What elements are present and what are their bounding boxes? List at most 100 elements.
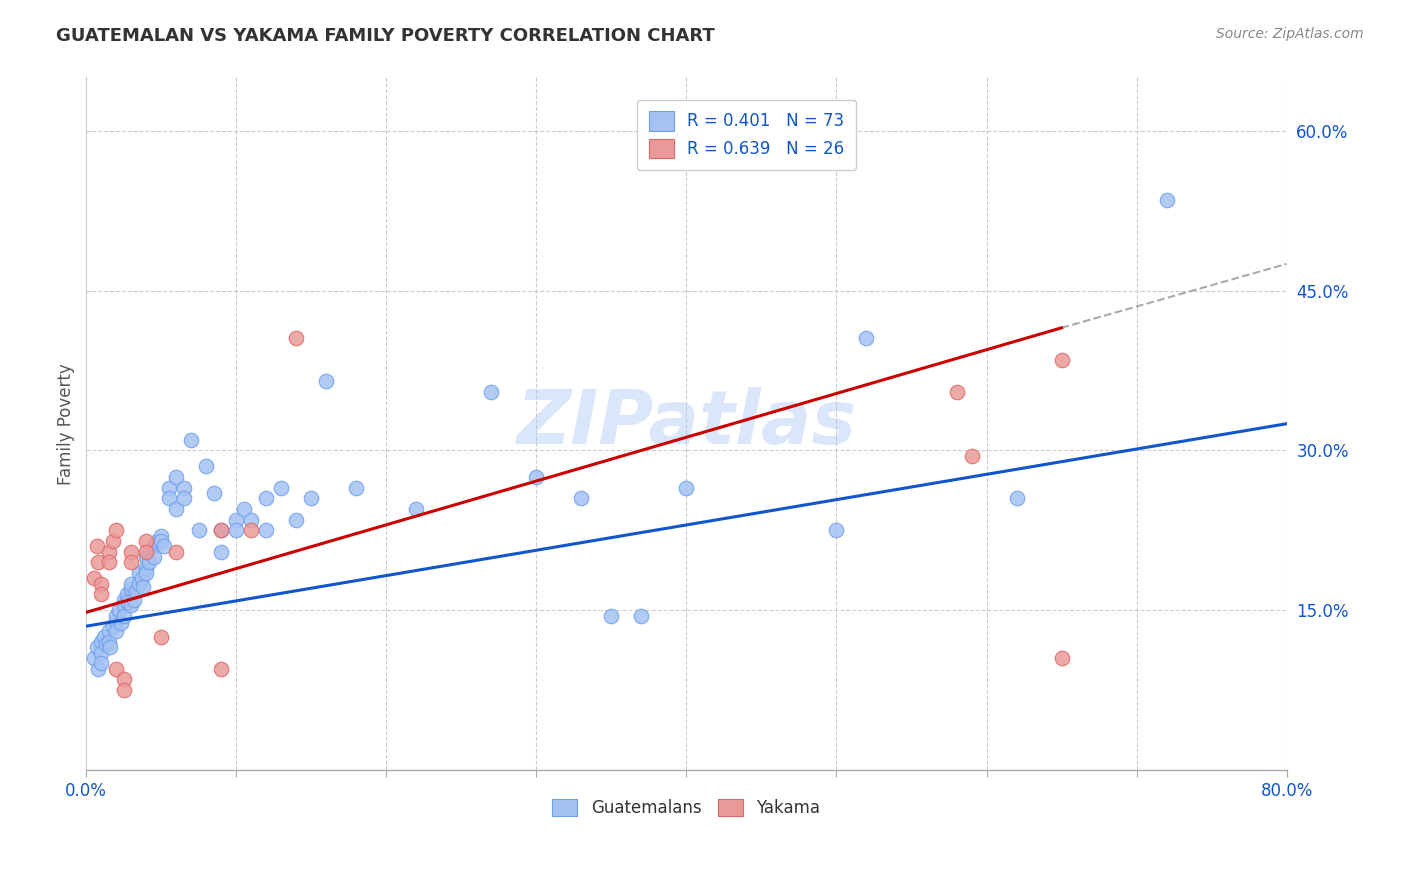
Point [225, 523, 247, 537]
Point [97, 544, 120, 558]
Point [240, 523, 263, 537]
Point [405, 502, 427, 516]
Point [1156, 193, 1178, 207]
Point [146, 533, 169, 548]
Point [285, 331, 308, 345]
Point [1050, 352, 1073, 367]
Point [98, 640, 121, 655]
Point [135, 544, 157, 558]
Point [150, 533, 173, 548]
Point [1005, 491, 1028, 506]
Point [600, 608, 623, 623]
Point [87, 662, 110, 676]
Point [112, 683, 135, 698]
Point [173, 491, 195, 506]
Point [83, 651, 105, 665]
Text: ZIPatlas: ZIPatlas [516, 387, 856, 460]
Point [135, 533, 157, 548]
Point [157, 491, 180, 506]
Point [93, 630, 115, 644]
Point [112, 673, 135, 687]
Point [90, 635, 112, 649]
Point [105, 608, 128, 623]
Point [825, 523, 848, 537]
Point [285, 513, 308, 527]
Point [202, 486, 225, 500]
Point [90, 646, 112, 660]
Point [97, 624, 120, 639]
Point [120, 576, 142, 591]
Point [960, 449, 983, 463]
Point [315, 374, 337, 388]
Point [120, 555, 142, 569]
Point [142, 539, 165, 553]
Point [209, 662, 232, 676]
Point [187, 523, 209, 537]
Point [90, 587, 112, 601]
Point [86, 539, 108, 553]
Point [173, 481, 195, 495]
Point [120, 598, 142, 612]
Point [125, 584, 148, 599]
Point [103, 533, 125, 548]
Point [90, 657, 112, 671]
Point [105, 614, 128, 628]
Point [344, 481, 367, 495]
Point [112, 598, 135, 612]
Point [135, 560, 157, 574]
Point [131, 571, 153, 585]
Point [108, 603, 131, 617]
Text: GUATEMALAN VS YAKAMA FAMILY POVERTY CORRELATION CHART: GUATEMALAN VS YAKAMA FAMILY POVERTY CORR… [56, 27, 716, 45]
Point [180, 433, 202, 447]
Point [105, 523, 128, 537]
Point [225, 513, 247, 527]
Point [110, 615, 132, 630]
Point [675, 481, 697, 495]
Point [132, 580, 155, 594]
Point [86, 640, 108, 655]
Point [97, 635, 120, 649]
Point [94, 637, 117, 651]
Point [571, 491, 593, 506]
Point [97, 555, 120, 569]
Point [232, 502, 254, 516]
Point [209, 523, 232, 537]
Point [135, 566, 157, 580]
Point [1050, 651, 1073, 665]
Point [165, 544, 187, 558]
Point [142, 549, 165, 564]
Point [945, 384, 967, 399]
Point [105, 624, 128, 639]
Point [135, 549, 157, 564]
Point [87, 555, 110, 569]
Point [270, 481, 292, 495]
Point [195, 459, 218, 474]
Point [103, 619, 125, 633]
Point [150, 528, 173, 542]
Y-axis label: Family Poverty: Family Poverty [58, 363, 75, 484]
Point [128, 566, 150, 580]
Point [526, 470, 548, 484]
Point [209, 523, 232, 537]
Point [120, 582, 142, 596]
Point [90, 576, 112, 591]
Point [124, 592, 146, 607]
Point [254, 491, 277, 506]
Point [112, 592, 135, 607]
Point [115, 587, 138, 601]
Legend: Guatemalans, Yakama: Guatemalans, Yakama [546, 792, 827, 824]
Point [855, 331, 877, 345]
Point [209, 544, 232, 558]
Point [112, 608, 135, 623]
Point [254, 523, 277, 537]
Point [120, 544, 142, 558]
Point [138, 555, 160, 569]
Point [105, 662, 128, 676]
Point [157, 481, 180, 495]
Point [153, 539, 176, 553]
Point [630, 608, 652, 623]
Point [299, 491, 322, 506]
Point [150, 630, 173, 644]
Point [165, 470, 187, 484]
Point [479, 384, 502, 399]
